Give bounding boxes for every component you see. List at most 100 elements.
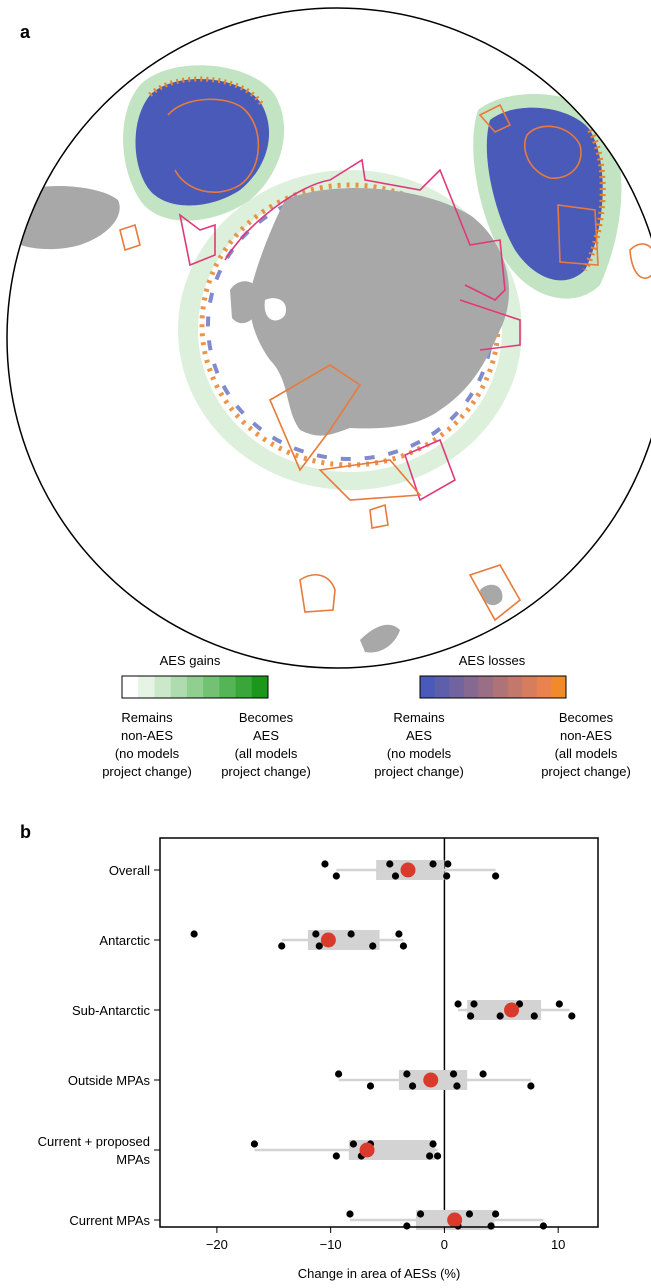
legend-swatch [186,676,204,698]
mpa-proposed-outline-10 [478,103,512,133]
legend-label-line: non-AES [121,728,173,743]
model-point [366,1082,375,1090]
model-point [453,1082,461,1090]
mpa-proposed-outline-3 [557,204,599,266]
x-tick-label: −20 [206,1237,228,1252]
legend-label-line: Remains [393,710,445,725]
model-point [346,1210,354,1218]
legend-swatch [420,676,436,698]
legend-label-line: project change) [541,764,631,779]
model-point [349,1140,358,1148]
x-tick-label: −10 [320,1237,342,1252]
model-point [433,1152,442,1160]
new-zealand [360,624,400,653]
category-label-line: Current + proposed [38,1134,150,1149]
model-point [312,930,320,938]
model-point [530,1012,538,1020]
legend-swatch [235,676,253,698]
category-label: Outside MPAs [68,1073,151,1088]
category-label: Current + proposed MPAs [38,1134,151,1167]
model-point [426,1152,434,1160]
legend-gains-frame [121,675,269,699]
legend-swatch [154,676,172,698]
chart-panel-b: Overall Antarctic Sub-Antarctic Outside MPA… [38,837,599,1281]
category-label: Overall [109,863,150,878]
category-label-line: Sub-Antarctic [72,1003,151,1018]
legend-label-line: Becomes [559,710,614,725]
legend-label-line: (no models [387,746,452,761]
mpa-current-outline-1 [224,158,506,301]
model-point [454,1000,462,1008]
model-point [479,1070,487,1078]
legend-label-line: project change) [221,764,311,779]
legend-swatch [251,676,269,698]
model-point [443,872,451,880]
legend-losses-frame [419,675,567,699]
plot-frame [159,837,599,1228]
legend-swatch [138,676,155,698]
legend-swatch [536,676,552,698]
mpa-proposed-outline-4 [268,364,362,472]
south-america [10,185,120,250]
model-point [470,1000,478,1008]
mpa-outlines [119,98,651,622]
panel-b-label: b [20,822,31,842]
model-point [416,1210,425,1218]
model-point [386,860,394,868]
model-point [555,1000,563,1008]
legend-swatch [203,676,220,698]
legend-losses-title: AES losses [459,653,526,668]
legend-swatch [122,676,139,698]
legend-swatch [551,676,567,698]
mpa-proposed-outline-11 [629,243,651,279]
legend-swatch [478,676,494,698]
legend-label-line: non-AES [560,728,612,743]
legend-label-line: Becomes [239,710,294,725]
mean-marker [504,1002,520,1018]
model-point [399,942,408,950]
legend-swatch [507,676,523,698]
model-point [429,1140,437,1148]
legend-gains-right-label: Becomes AES (all models project change) [221,710,311,779]
category-label: Antarctic [99,933,150,948]
mpa-proposed-outline-6 [299,574,336,613]
mpa-current-outline-3 [404,438,456,502]
model-point [369,942,377,950]
model-point [465,1210,474,1218]
mean-marker [400,862,416,878]
mpa-proposed-outline-9 [119,223,141,252]
model-point [347,930,355,938]
legend-losses: AES losses Remains AES (no models project c… [374,653,631,779]
category-label-line: Overall [109,863,150,878]
mpa-proposed-outline-5 [318,459,422,501]
model-point [444,860,452,868]
legend-swatch [493,676,509,698]
mpa-proposed-outline-8 [468,564,522,622]
peninsula [230,281,262,324]
model-point [403,1070,411,1078]
legend-losses-colorbar [420,676,567,698]
x-axis-label: Change in area of AESs (%) [298,1266,461,1281]
legend-label-line: (all models [235,746,298,761]
legend-gains-colorbar [122,676,269,698]
legend-swatch [219,676,237,698]
model-point [487,1222,495,1230]
legend-swatch [463,676,479,698]
model-point [492,1210,500,1218]
legend-swatch [522,676,538,698]
legend-label-line: (no models [115,746,180,761]
mean-marker [447,1212,463,1228]
legend-label-line: (all models [555,746,618,761]
model-point [278,942,286,950]
category-label-line: Current MPAs [69,1213,150,1228]
ice-shelf [264,298,286,321]
model-point [335,1070,343,1078]
legend-swatch [170,676,188,698]
legend-swatch [434,676,450,698]
legend-label-line: AES [253,728,279,743]
aes-region-west [135,78,270,206]
model-point [449,1070,458,1078]
mpa-current-outline-4 [178,213,216,267]
category-label-line: Outside MPAs [68,1073,151,1088]
model-point [321,860,329,868]
